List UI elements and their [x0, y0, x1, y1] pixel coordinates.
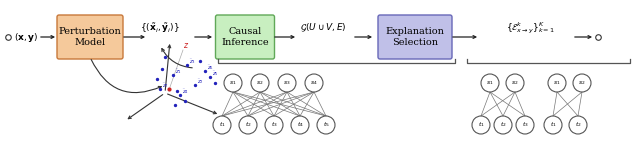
Circle shape	[494, 116, 512, 134]
Text: $\tilde{z}_2$: $\tilde{z}_2$	[197, 77, 204, 86]
Text: $\mathcal{G}(U \cup V, E)$: $\mathcal{G}(U \cup V, E)$	[300, 22, 346, 34]
Text: Causal
Inference: Causal Inference	[221, 27, 269, 47]
Circle shape	[544, 116, 562, 134]
Text: $\tilde{z}_7$: $\tilde{z}_7$	[162, 81, 169, 90]
Text: $\{(\tilde{\mathbf{x}}_i,\tilde{\mathbf{y}}_i)\}$: $\{(\tilde{\mathbf{x}}_i,\tilde{\mathbf{…	[140, 21, 180, 35]
FancyBboxPatch shape	[378, 15, 452, 59]
Text: $\tilde{z}_4$: $\tilde{z}_4$	[182, 87, 189, 96]
Circle shape	[305, 74, 323, 92]
Text: $(\mathbf{x},\mathbf{y})$: $(\mathbf{x},\mathbf{y})$	[13, 30, 38, 44]
Text: $\tilde{z}_1$: $\tilde{z}_1$	[175, 67, 182, 76]
Text: $\tilde{z}_5$: $\tilde{z}_5$	[212, 69, 219, 78]
Circle shape	[516, 116, 534, 134]
Text: $s_1$: $s_1$	[553, 79, 561, 87]
Text: $\tilde{z}_6$: $\tilde{z}_6$	[207, 63, 214, 72]
Text: $t_2$: $t_2$	[575, 120, 581, 129]
Text: Explanation
Selection: Explanation Selection	[385, 27, 444, 47]
Text: $s_2$: $s_2$	[256, 79, 264, 87]
Text: $t_4$: $t_4$	[296, 120, 303, 129]
Circle shape	[573, 74, 591, 92]
Circle shape	[472, 116, 490, 134]
Text: $\{\mathcal{E}^k_{x \to y}\}_{k=1}^K$: $\{\mathcal{E}^k_{x \to y}\}_{k=1}^K$	[506, 20, 554, 36]
Circle shape	[481, 74, 499, 92]
Circle shape	[506, 74, 524, 92]
FancyBboxPatch shape	[57, 15, 123, 59]
Text: $s_1$: $s_1$	[229, 79, 237, 87]
Text: $t_2$: $t_2$	[500, 120, 506, 129]
Circle shape	[224, 74, 242, 92]
Circle shape	[548, 74, 566, 92]
Circle shape	[213, 116, 231, 134]
Text: $t_3$: $t_3$	[522, 120, 529, 129]
Text: $t_5$: $t_5$	[323, 120, 330, 129]
Circle shape	[317, 116, 335, 134]
Text: $s_2$: $s_2$	[511, 79, 519, 87]
Text: $t_1$: $t_1$	[219, 120, 225, 129]
Circle shape	[278, 74, 296, 92]
Text: $s_2$: $s_2$	[578, 79, 586, 87]
FancyBboxPatch shape	[216, 15, 275, 59]
Text: $t_2$: $t_2$	[244, 120, 252, 129]
Text: Perturbation
Model: Perturbation Model	[59, 27, 122, 47]
Text: $t_1$: $t_1$	[477, 120, 484, 129]
Circle shape	[291, 116, 309, 134]
Circle shape	[265, 116, 283, 134]
Circle shape	[251, 74, 269, 92]
Text: $z$: $z$	[183, 41, 189, 50]
Circle shape	[239, 116, 257, 134]
Text: $t_3$: $t_3$	[271, 120, 277, 129]
Text: $s_3$: $s_3$	[283, 79, 291, 87]
Text: $s_4$: $s_4$	[310, 79, 318, 87]
Text: $s_1$: $s_1$	[486, 79, 494, 87]
Text: $t_1$: $t_1$	[550, 120, 556, 129]
Text: $\tilde{z}_3$: $\tilde{z}_3$	[189, 57, 196, 66]
Circle shape	[569, 116, 587, 134]
